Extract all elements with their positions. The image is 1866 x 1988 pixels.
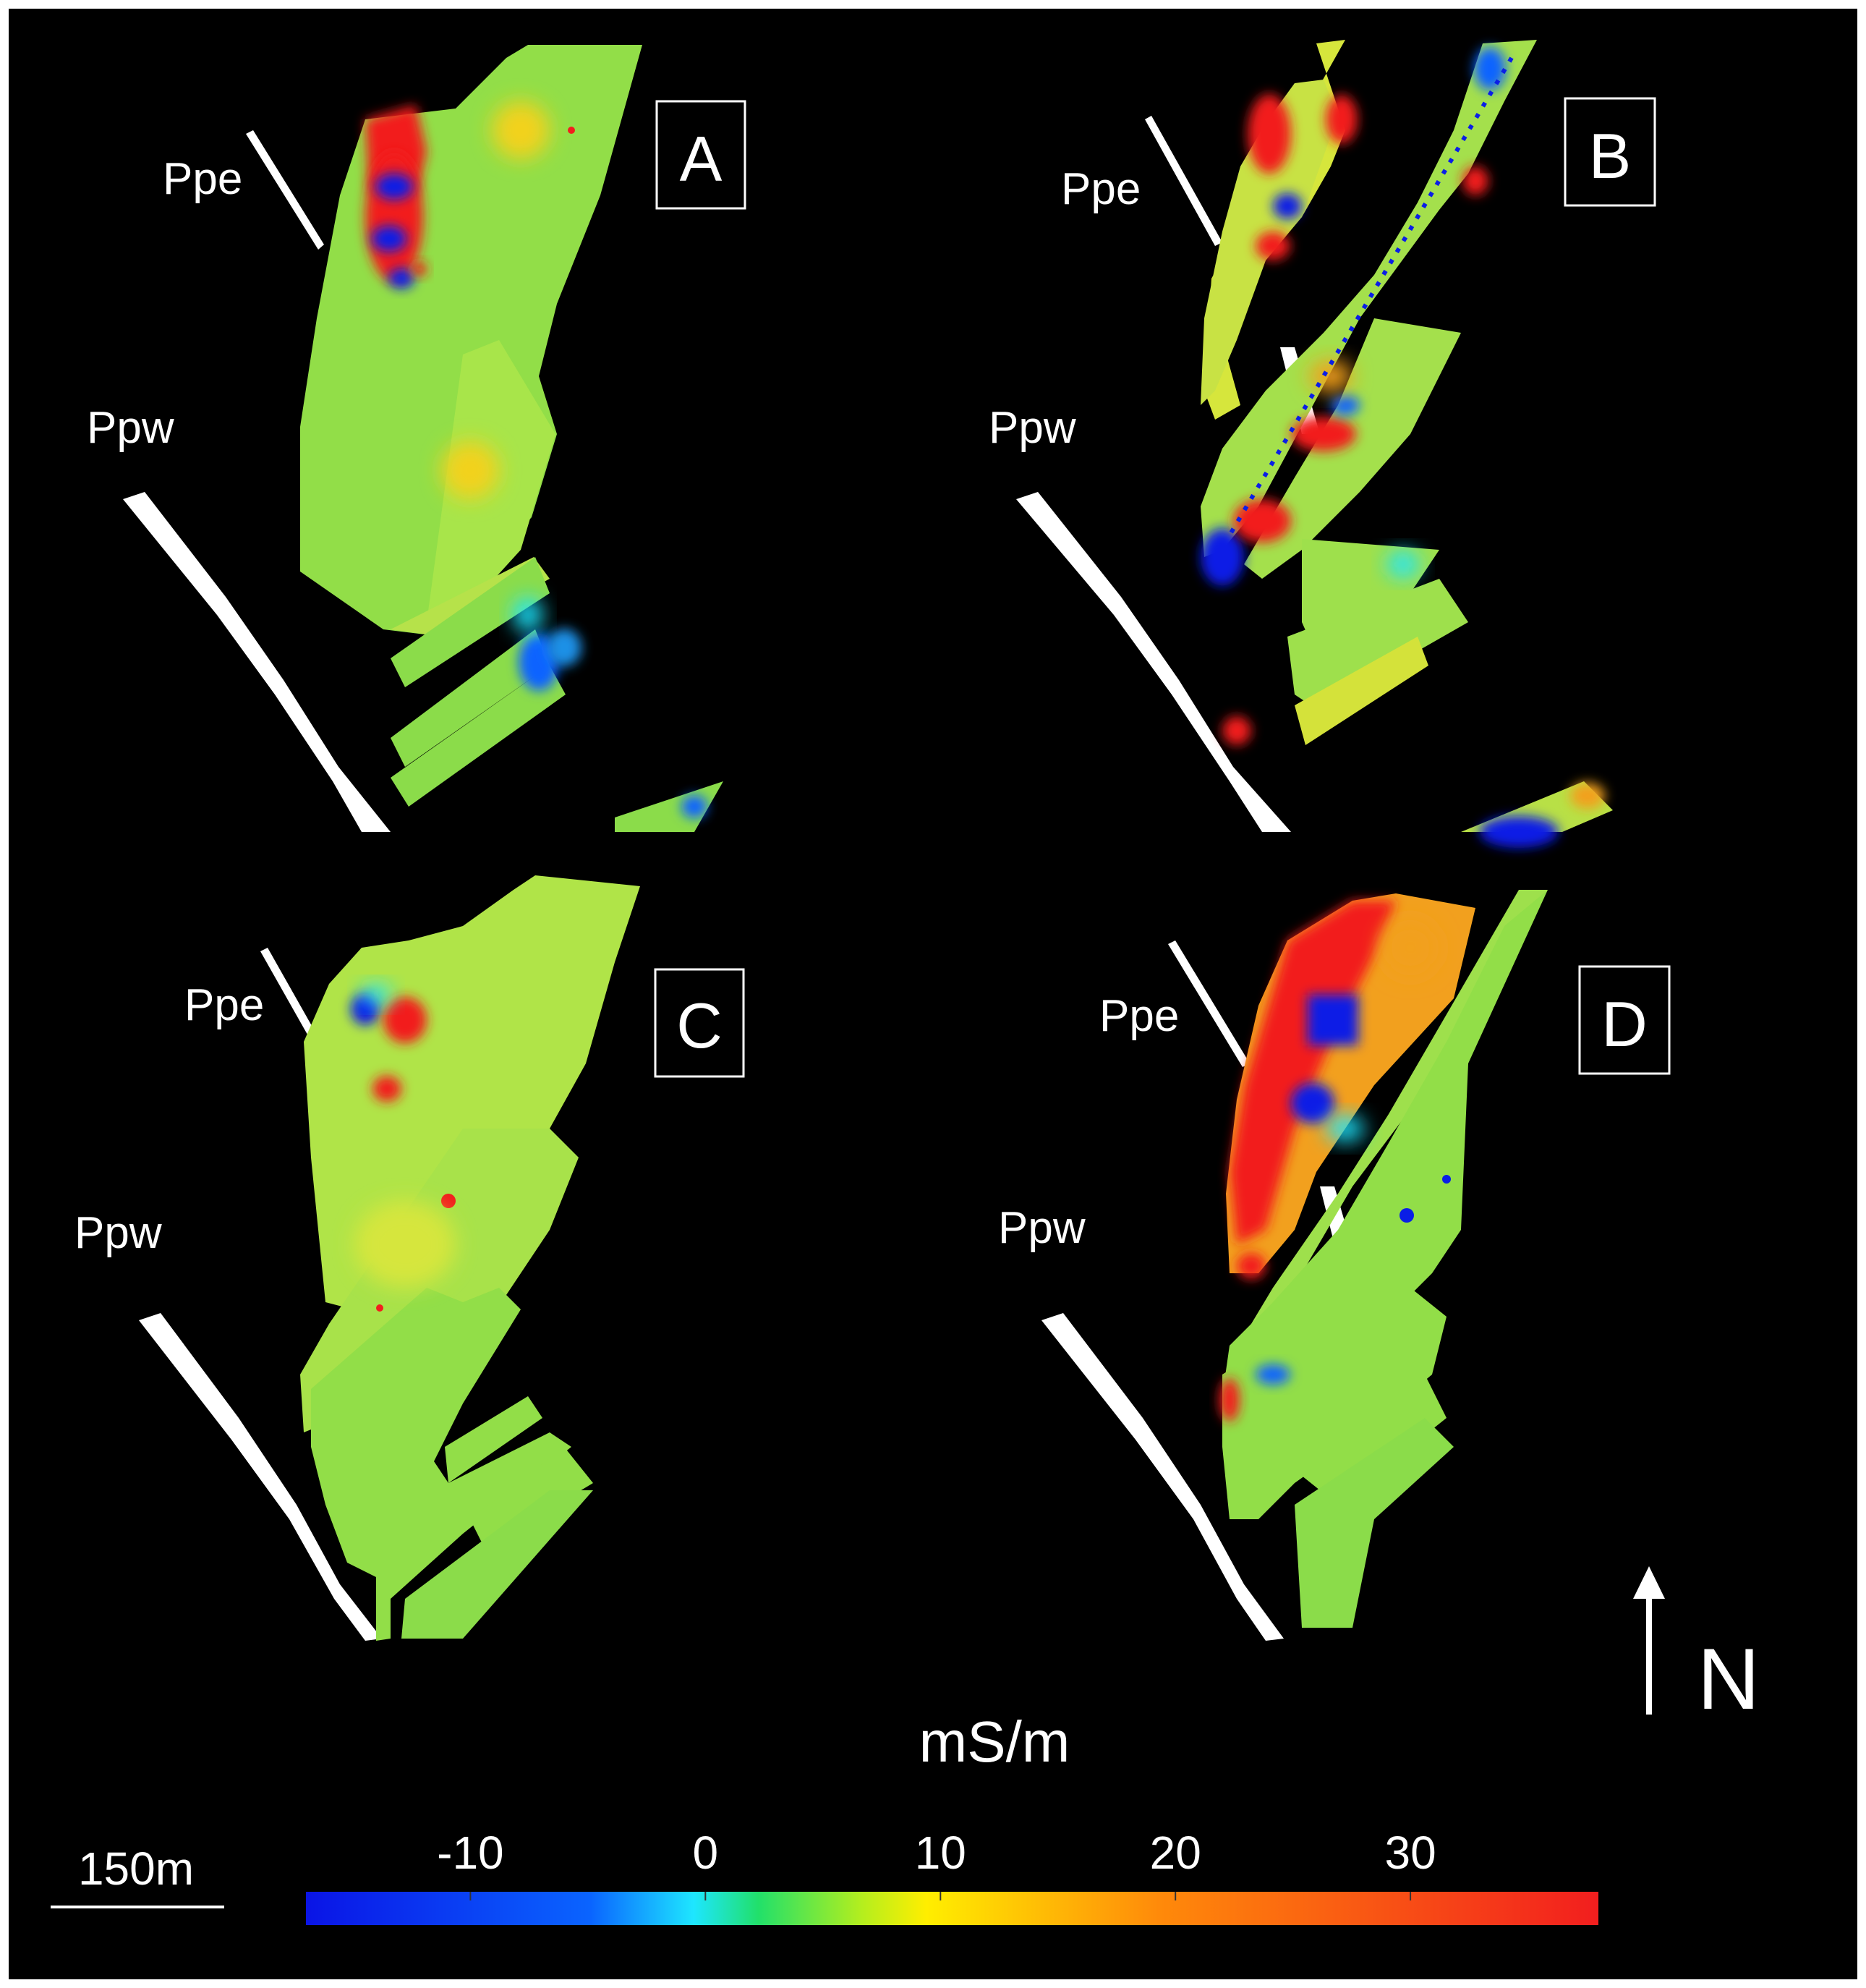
ppe-label-a: Ppe <box>163 154 242 204</box>
road-ppe-b <box>1145 116 1222 246</box>
colorbar-tick-label: 30 <box>1385 1827 1436 1879</box>
colorbar-tick-label: 20 <box>1150 1827 1201 1879</box>
ppe-label-c: Ppe <box>184 980 264 1030</box>
colorbar-tick-label: -10 <box>437 1827 504 1879</box>
survey-area-b <box>1201 40 1613 832</box>
road-ppw-d <box>1041 1313 1284 1641</box>
road-ppe-a <box>246 130 324 250</box>
ppw-label-d: Ppw <box>998 1203 1086 1253</box>
scale-bar: 150m <box>51 1843 224 1908</box>
anomalies-a <box>365 101 707 818</box>
panel-label-box-d <box>1578 965 1671 1075</box>
colorbar-tick-label: 10 <box>915 1827 966 1879</box>
colorbar-gradient <box>306 1892 1598 1925</box>
ppe-label-b: Ppe <box>1061 164 1141 214</box>
panel-c: C Ppe Ppw <box>74 875 745 1641</box>
panel-a: A Ppe Ppw <box>87 45 746 832</box>
road-ppw-c <box>139 1313 382 1641</box>
north-arrow: N <box>1633 1566 1760 1728</box>
road-ppw-a <box>123 492 391 832</box>
ppe-label-d: Ppe <box>1099 991 1179 1041</box>
colorbar-tick-label: 0 <box>693 1827 719 1879</box>
panel-label-b: B <box>1589 120 1632 192</box>
panel-label-box-a <box>655 100 746 210</box>
panel-label-a: A <box>680 123 723 195</box>
panel-label-c: C <box>676 990 723 1061</box>
ppw-label-c: Ppw <box>74 1208 162 1258</box>
north-arrow-icon <box>1633 1566 1665 1599</box>
panel-d: D Ppe Ppw <box>998 890 1671 1641</box>
panel-label-d: D <box>1601 988 1648 1060</box>
panel-label-box-b <box>1564 97 1656 207</box>
scale-bar-label: 150m <box>78 1843 194 1895</box>
anomalies-d <box>1219 901 1451 1422</box>
road-ppe-d <box>1168 940 1250 1067</box>
ppw-label-a: Ppw <box>87 403 174 453</box>
colorbar: -10 0 10 20 30 <box>306 1827 1598 1925</box>
anomalies-c <box>351 985 456 1312</box>
ppw-label-b: Ppw <box>989 403 1076 453</box>
colorbar-unit: mS/m <box>919 1709 1070 1774</box>
road-ppw-b <box>1016 492 1291 832</box>
north-label: N <box>1697 1631 1760 1728</box>
panel-label-box-c <box>654 968 745 1078</box>
colorbar-ticks: -10 0 10 20 30 <box>437 1827 1436 1900</box>
panel-b: B Ppe Ppw <box>989 40 1656 848</box>
pipe-trace-b <box>1227 56 1514 537</box>
